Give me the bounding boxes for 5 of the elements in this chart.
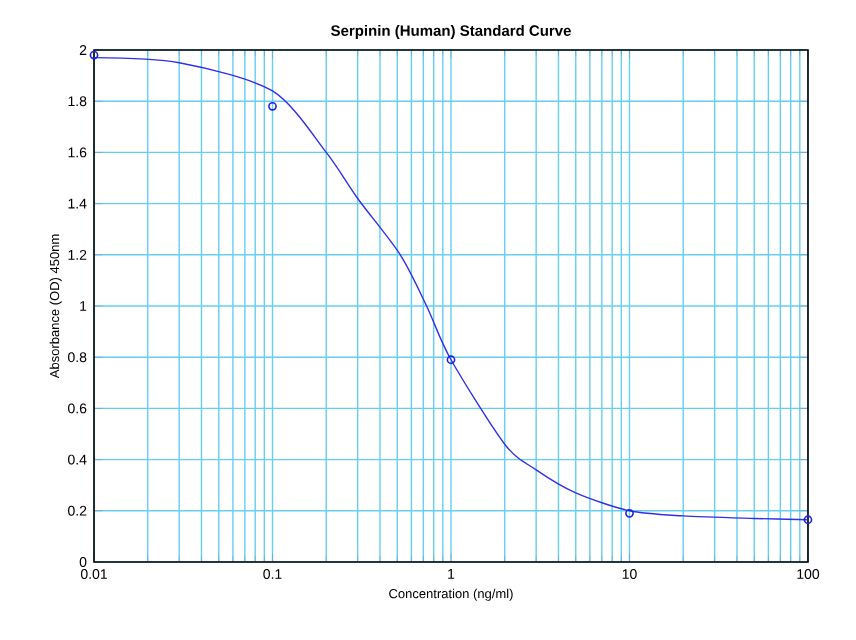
point bbox=[803, 515, 813, 525]
point bbox=[446, 355, 456, 365]
point bbox=[625, 508, 634, 518]
point bbox=[89, 50, 99, 60]
point bbox=[268, 101, 277, 111]
